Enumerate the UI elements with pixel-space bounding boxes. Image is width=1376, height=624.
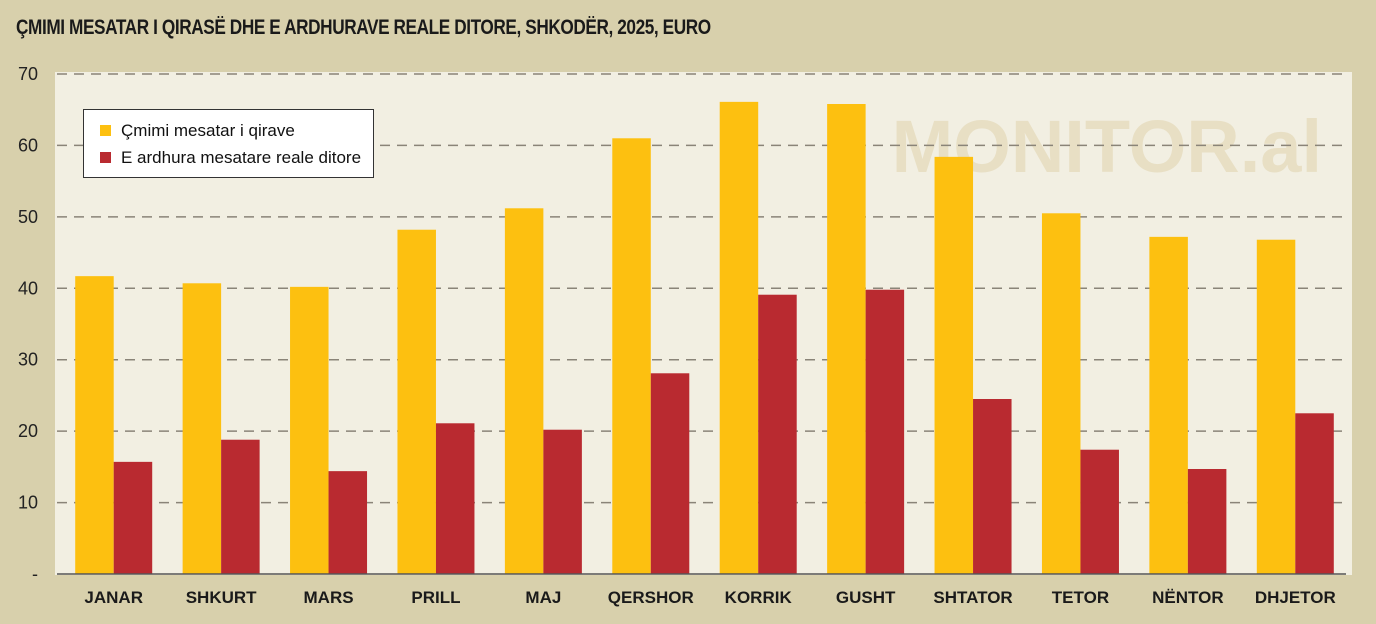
x-tick-label: PRILL — [411, 588, 460, 607]
x-tick-label: NËNTOR — [1152, 588, 1223, 607]
x-tick-label: TETOR — [1052, 588, 1109, 607]
bar-income — [650, 373, 690, 574]
x-tick-label: DHJETOR — [1255, 588, 1336, 607]
x-tick-label: KORRIK — [725, 588, 793, 607]
bar-income — [543, 429, 582, 574]
bar-income — [1080, 449, 1119, 574]
legend-swatch — [100, 125, 111, 136]
bar-rent — [1149, 236, 1188, 574]
bar-rent — [290, 286, 329, 574]
x-tick-label: JANAR — [84, 588, 143, 607]
x-tick-label: QERSHOR — [608, 588, 694, 607]
bar-rent — [1256, 239, 1296, 574]
legend-label: E ardhura mesatare reale ditore — [121, 148, 361, 167]
bar-income — [328, 471, 368, 574]
bar-rent — [504, 208, 544, 575]
y-tick-label: 30 — [18, 350, 38, 370]
bar-rent — [934, 156, 974, 574]
bar-income — [221, 439, 260, 574]
bar-income — [973, 399, 1012, 574]
bar-rent — [827, 104, 866, 574]
bar-rent — [719, 101, 759, 574]
x-tick-label: GUSHT — [836, 588, 896, 607]
bar-income — [865, 289, 905, 574]
legend — [83, 109, 374, 178]
y-tick-label: 10 — [18, 493, 38, 513]
bar-rent — [75, 276, 114, 574]
bar-rent — [397, 229, 436, 574]
y-tick-label: - — [32, 564, 38, 584]
bar-income — [435, 423, 475, 574]
x-tick-label: MAJ — [525, 588, 561, 607]
y-tick-label: 50 — [18, 207, 38, 227]
y-tick-label: 60 — [18, 135, 38, 155]
bar-rent — [182, 283, 222, 574]
y-tick-label: 70 — [18, 64, 38, 84]
bar-income — [758, 294, 797, 574]
legend-label: Çmimi mesatar i qirave — [121, 121, 295, 140]
y-tick-label: 20 — [18, 421, 38, 441]
bar-rent — [612, 138, 651, 575]
x-tick-label: MARS — [304, 588, 354, 607]
y-tick-label: 40 — [18, 278, 38, 298]
x-tick-label: SHTATOR — [933, 588, 1012, 607]
chart-title: ÇMIMI MESATAR I QIRASË DHE E ARDHURAVE R… — [16, 16, 711, 39]
x-tick-label: SHKURT — [186, 588, 257, 607]
bar-income — [1295, 413, 1334, 574]
bar-income — [1187, 469, 1227, 574]
legend-swatch — [100, 152, 111, 163]
bar-rent — [1041, 213, 1081, 575]
bar-income — [113, 461, 153, 574]
